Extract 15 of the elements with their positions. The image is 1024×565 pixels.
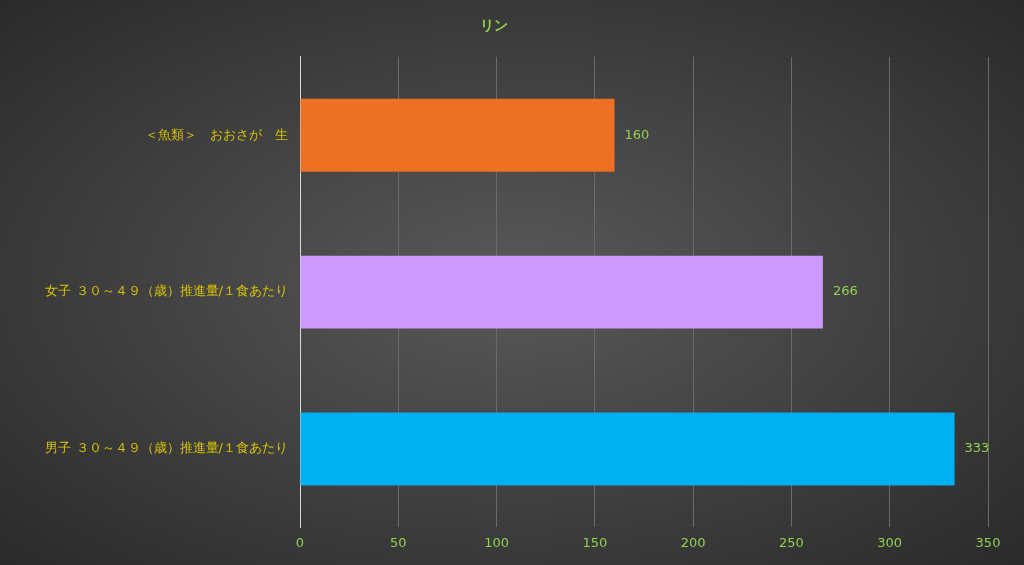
y-tick-label: ＜魚類＞ おおさが 生	[145, 126, 288, 142]
chart-title: リン	[480, 17, 508, 34]
x-tick-label: 250	[779, 534, 804, 550]
y-tick-label: 男子 ３０～４９（歳）推進量/１食あたり	[45, 440, 288, 456]
data-label: 160	[624, 126, 650, 142]
x-tick-label: 350	[975, 534, 1001, 550]
x-tick-label: 300	[877, 534, 903, 550]
x-tick-label: 0	[295, 534, 305, 550]
data-label: 266	[832, 283, 858, 299]
x-tick-label: 50	[390, 534, 407, 550]
x-tick-label: 100	[484, 534, 509, 550]
x-tick-label: 150	[582, 534, 608, 550]
x-tick-label: 200	[680, 534, 706, 550]
y-tick-label: 女子 ３０～４９（歳）推進量/１食あたり	[45, 283, 288, 299]
data-label: 333	[964, 440, 990, 456]
